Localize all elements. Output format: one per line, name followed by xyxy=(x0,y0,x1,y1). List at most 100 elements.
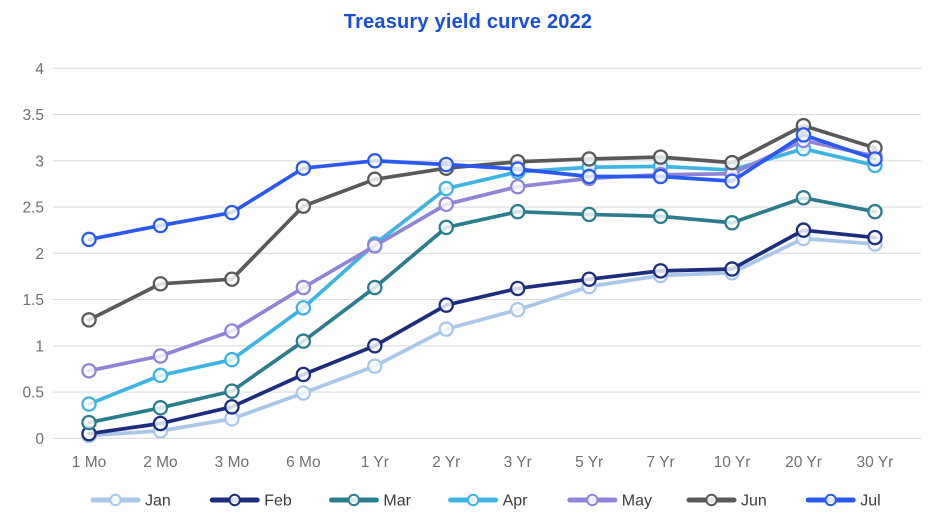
x-axis-tick-label-7-yr: 7 Yr xyxy=(647,454,675,471)
legend-label-jan: Jan xyxy=(145,493,171,510)
data-point-mar-20-yr xyxy=(795,190,812,206)
data-point-jun-10-yr xyxy=(724,154,740,171)
series-line-mar xyxy=(87,195,877,425)
x-axis-tick-label-5-yr: 5 Yr xyxy=(575,454,603,471)
legend-item-mar[interactable]: Mar xyxy=(328,493,412,510)
data-point-apr-2-mo xyxy=(152,367,169,384)
legend-item-jul[interactable]: Jul xyxy=(805,493,881,510)
y-axis-tick-label: 2.5 xyxy=(22,200,44,217)
data-point-feb-3-yr xyxy=(509,280,526,297)
data-point-feb-10-yr xyxy=(724,261,740,277)
data-point-jun-2-mo xyxy=(152,276,169,292)
data-point-may-2-mo xyxy=(152,348,169,364)
x-axis-tick-label-3-mo: 3 Mo xyxy=(215,454,249,471)
legend-swatch-marker-feb xyxy=(228,493,241,507)
data-point-jun-5-yr xyxy=(581,151,597,167)
data-point-jun-1-yr xyxy=(367,171,383,188)
data-point-feb-1-yr xyxy=(367,338,383,354)
data-point-jul-6-mo xyxy=(295,160,312,176)
legend-item-apr[interactable]: Apr xyxy=(448,493,529,510)
series-line-may xyxy=(87,138,877,373)
data-point-mar-3-mo xyxy=(224,383,240,399)
legend-label-feb: Feb xyxy=(264,493,292,510)
x-axis-tick-label-30-yr: 30 Yr xyxy=(857,454,894,471)
legend-item-may[interactable]: May xyxy=(567,493,652,510)
data-point-mar-3-yr xyxy=(509,203,526,220)
data-point-mar-10-yr xyxy=(724,215,740,231)
y-axis-tick-label: 3 xyxy=(35,153,44,170)
series-line-jun xyxy=(87,123,877,322)
series-line-apr xyxy=(87,146,877,406)
x-axis-tick-label-20-yr: 20 Yr xyxy=(785,454,822,471)
x-axis-tick-label-2-yr: 2 Yr xyxy=(432,454,460,471)
x-axis-tick-label-3-yr: 3 Yr xyxy=(504,454,532,471)
data-point-feb-3-mo xyxy=(224,399,240,415)
data-point-feb-20-yr xyxy=(795,222,812,238)
data-point-may-3-mo xyxy=(224,323,240,339)
legend-label-may: May xyxy=(622,493,652,510)
x-axis-tick-label-1-yr: 1 Yr xyxy=(361,454,389,471)
y-axis-tick-label: 4 xyxy=(35,61,44,78)
data-point-jul-30-yr xyxy=(867,151,883,167)
data-point-may-1-mo xyxy=(81,363,97,379)
legend-item-feb[interactable]: Feb xyxy=(209,493,292,510)
legend-swatch-marker-apr xyxy=(466,493,480,507)
data-point-apr-2-yr xyxy=(438,180,454,197)
y-axis-tick-label: 0 xyxy=(35,431,44,448)
legend-item-jan[interactable]: Jan xyxy=(90,493,171,510)
legend-label-mar: Mar xyxy=(383,493,411,510)
data-point-mar-1-yr xyxy=(367,279,383,296)
x-axis-tick-label-10-yr: 10 Yr xyxy=(714,454,751,471)
data-point-mar-1-mo xyxy=(81,414,97,431)
data-point-jul-5-yr xyxy=(581,168,597,185)
data-point-jul-20-yr xyxy=(795,127,812,143)
chart-title: Treasury yield curve 2022 xyxy=(343,11,593,33)
data-point-may-1-yr xyxy=(367,238,383,254)
y-axis-tick-label: 2 xyxy=(35,246,44,263)
x-axis-tick-label-1-mo: 1 Mo xyxy=(72,454,106,471)
series-line-jan xyxy=(87,236,877,438)
data-point-mar-30-yr xyxy=(867,203,883,220)
data-point-mar-2-mo xyxy=(152,400,169,416)
legend-swatch-marker-may xyxy=(586,493,599,507)
legend-label-jun: Jun xyxy=(741,493,767,510)
data-point-jan-3-yr xyxy=(509,301,526,318)
data-point-jan-1-yr xyxy=(367,358,383,374)
data-point-jun-3-mo xyxy=(224,271,240,287)
legend-item-jun[interactable]: Jun xyxy=(686,493,767,510)
data-point-feb-6-mo xyxy=(295,366,312,383)
data-point-mar-5-yr xyxy=(581,206,597,223)
data-point-jun-6-mo xyxy=(295,198,312,214)
data-point-apr-3-mo xyxy=(224,351,240,368)
data-point-feb-5-yr xyxy=(581,271,597,287)
series-line-jul xyxy=(87,133,877,242)
data-point-feb-7-yr xyxy=(652,263,669,279)
x-axis-tick-label-6-mo: 6 Mo xyxy=(286,454,320,471)
y-axis-tick-label: 1.5 xyxy=(22,292,44,309)
data-point-mar-7-yr xyxy=(652,208,669,225)
data-point-feb-2-mo xyxy=(152,415,169,432)
data-point-jan-2-yr xyxy=(438,321,454,337)
data-point-may-6-mo xyxy=(295,279,312,296)
legend-swatch-marker-jun xyxy=(705,493,718,507)
data-point-mar-2-yr xyxy=(438,219,454,236)
data-point-jul-3-yr xyxy=(509,161,526,177)
x-axis-tick-label-2-mo: 2 Mo xyxy=(143,454,177,471)
data-point-feb-30-yr xyxy=(867,229,883,246)
data-point-jul-2-mo xyxy=(152,217,169,234)
y-axis-tick-label: 1 xyxy=(35,338,44,355)
legend-swatch-marker-jul xyxy=(824,493,837,507)
legend-swatch-marker-mar xyxy=(347,493,361,507)
data-point-jul-3-mo xyxy=(224,204,240,221)
data-point-apr-6-mo xyxy=(295,300,312,316)
data-point-jan-6-mo xyxy=(295,385,312,401)
data-point-jul-2-yr xyxy=(438,156,454,173)
y-axis-tick-label: 3.5 xyxy=(22,107,44,124)
data-point-feb-2-yr xyxy=(438,297,454,313)
data-point-mar-6-mo xyxy=(295,333,312,349)
data-point-jul-1-mo xyxy=(81,231,97,248)
data-point-jun-7-yr xyxy=(652,149,669,165)
legend-label-jul: Jul xyxy=(860,493,880,510)
data-point-may-2-yr xyxy=(438,196,454,213)
